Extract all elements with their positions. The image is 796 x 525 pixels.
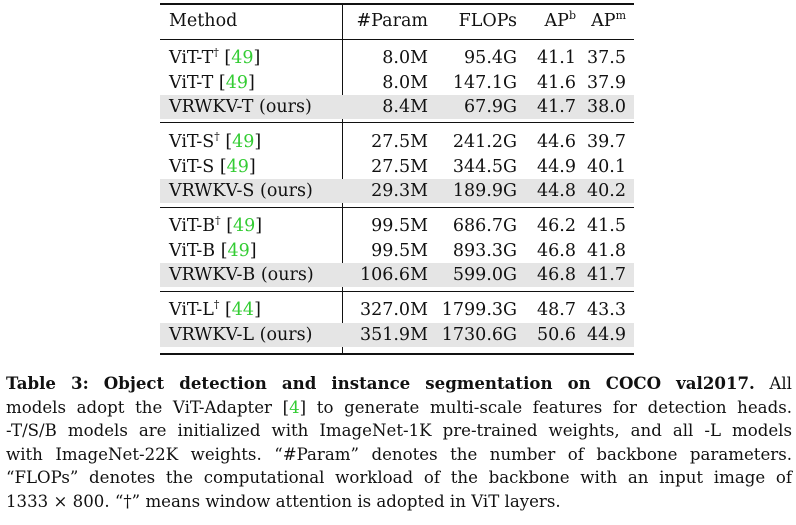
flops-cell: 1799.3G [441,300,517,320]
apm-cell: 37.5 [587,48,626,68]
method-cell: VRWKV-L (ours) [169,324,313,345]
table-row: ViT-S [49] 27.5M 344.5G 44.9 40.1 [160,155,634,179]
apm-cell: 38.0 [587,97,626,117]
param-cell: 8.0M [382,72,428,93]
header-apb: APb [544,9,576,31]
apm-cell: 40.1 [587,156,626,177]
apm-cell: 37.9 [587,72,626,93]
group-rule-1 [160,122,634,123]
apb-cell: 44.8 [537,181,576,201]
table-top-rule [160,3,634,5]
caption-line-1: Table 3: Object detection and instance s… [6,373,792,393]
apm-cell: 41.8 [587,240,626,261]
caption-title: Object detection and instance segmentati… [88,373,755,393]
table-header: Method #Param FLOPs APb APm [160,9,634,33]
apb-cell: 46.2 [537,216,576,236]
apb-cell: 41.1 [537,48,576,68]
caption-label: Table 3: [6,373,89,393]
table-bottom-rule [160,353,634,355]
caption-line-2: models adopt the ViT-Adapter [4] to gene… [6,397,792,417]
table-header-rule [160,39,634,40]
table-caption: Table 3: Object detection and instance s… [6,372,792,513]
param-cell: 8.0M [382,48,428,68]
table-row: ViT-B† [49] 99.5M 686.7G 46.2 41.5 [160,214,634,238]
caption-line-5: “FLOPs” denotes the computational worklo… [6,468,792,487]
method-cell: ViT-T† [49] [169,46,261,68]
param-cell: 99.5M [371,240,428,261]
citation-link[interactable]: 49 [227,240,250,261]
table-row: ViT-L† [44] 327.0M 1799.3G 48.7 43.3 [160,298,634,322]
param-cell: 8.4M [382,97,428,117]
header-param: #Param [356,11,428,31]
group-rule-2 [160,207,634,208]
method-cell: ViT-T [49] [169,72,255,93]
param-cell: 351.9M [359,324,428,345]
flops-cell: 893.3G [452,240,517,261]
table-row: ViT-B [49] 99.5M 893.3G 46.8 41.8 [160,239,634,263]
method-cell: VRWKV-S (ours) [169,181,313,201]
flops-cell: 67.9G [464,97,517,117]
apb-cell: 41.7 [537,97,576,117]
caption-ref-link[interactable]: 4 [289,397,300,417]
citation-link[interactable]: 49 [233,216,256,236]
flops-cell: 147.1G [452,72,517,93]
table-row: ViT-T† [49] 8.0M 95.4G 41.1 37.5 [160,46,634,70]
table-row: ViT-T [49] 8.0M 147.1G 41.6 37.9 [160,71,634,95]
caption-line-4: with ImageNet-22K weights. “#Param” deno… [6,444,792,464]
header-flops: FLOPs [458,11,517,31]
citation-link[interactable]: 49 [232,132,255,152]
apm-cell: 43.3 [587,300,626,320]
group-rule-3 [160,291,634,292]
apb-cell: 44.9 [537,156,576,177]
method-cell: ViT-S [49] [169,156,256,177]
apm-cell: 40.2 [587,181,626,201]
method-cell: VRWKV-T (ours) [169,97,312,117]
method-cell: ViT-L† [44] [169,298,261,320]
flops-cell: 241.2G [452,132,517,152]
flops-cell: 1730.6G [441,324,517,345]
apm-cell: 44.9 [587,324,626,345]
apb-cell: 41.6 [537,72,576,93]
citation-link[interactable]: 44 [231,300,255,320]
param-cell: 99.5M [371,216,428,236]
flops-cell: 686.7G [452,216,517,236]
apm-cell: 41.7 [587,265,626,285]
table-row: VRWKV-S (ours) 29.3M 189.9G 44.8 40.2 [160,179,634,203]
method-cell: ViT-B† [49] [169,214,263,236]
header-apm: APm [591,9,626,31]
param-cell: 27.5M [371,132,428,152]
method-cell: ViT-B [49] [169,240,257,261]
header-method: Method [169,11,238,31]
method-cell: ViT-S† [49] [169,130,262,152]
table-row: VRWKV-L (ours) 351.9M 1730.6G 50.6 44.9 [160,322,634,347]
apb-cell: 46.8 [537,240,576,261]
method-cell: VRWKV-B (ours) [169,265,314,285]
param-cell: 29.3M [371,181,428,201]
citation-link[interactable]: 49 [225,72,248,93]
apb-cell: 46.8 [537,265,576,285]
table-row: VRWKV-B (ours) 106.6M 599.0G 46.8 41.7 [160,263,634,287]
apb-cell: 50.6 [537,324,576,345]
apm-cell: 39.7 [587,132,626,152]
flops-cell: 95.4G [464,48,517,68]
flops-cell: 189.9G [452,181,517,201]
apb-cell: 48.7 [537,300,576,320]
apb-cell: 44.6 [537,132,576,152]
apm-cell: 41.5 [587,216,626,236]
param-cell: 106.6M [359,265,428,285]
flops-cell: 344.5G [452,156,517,177]
caption-line-3: -T/S/B models are initialized with Image… [6,421,792,440]
param-cell: 327.0M [359,300,428,320]
citation-link[interactable]: 49 [231,48,254,68]
flops-cell: 599.0G [452,265,517,285]
citation-link[interactable]: 49 [226,156,249,177]
table-row: ViT-S† [49] 27.5M 241.2G 44.6 39.7 [160,130,634,154]
table-row: VRWKV-T (ours) 8.4M 67.9G 41.7 38.0 [160,95,634,119]
caption-line-6: 1333 × 800. “†” means window attention i… [6,491,561,511]
param-cell: 27.5M [371,156,428,177]
